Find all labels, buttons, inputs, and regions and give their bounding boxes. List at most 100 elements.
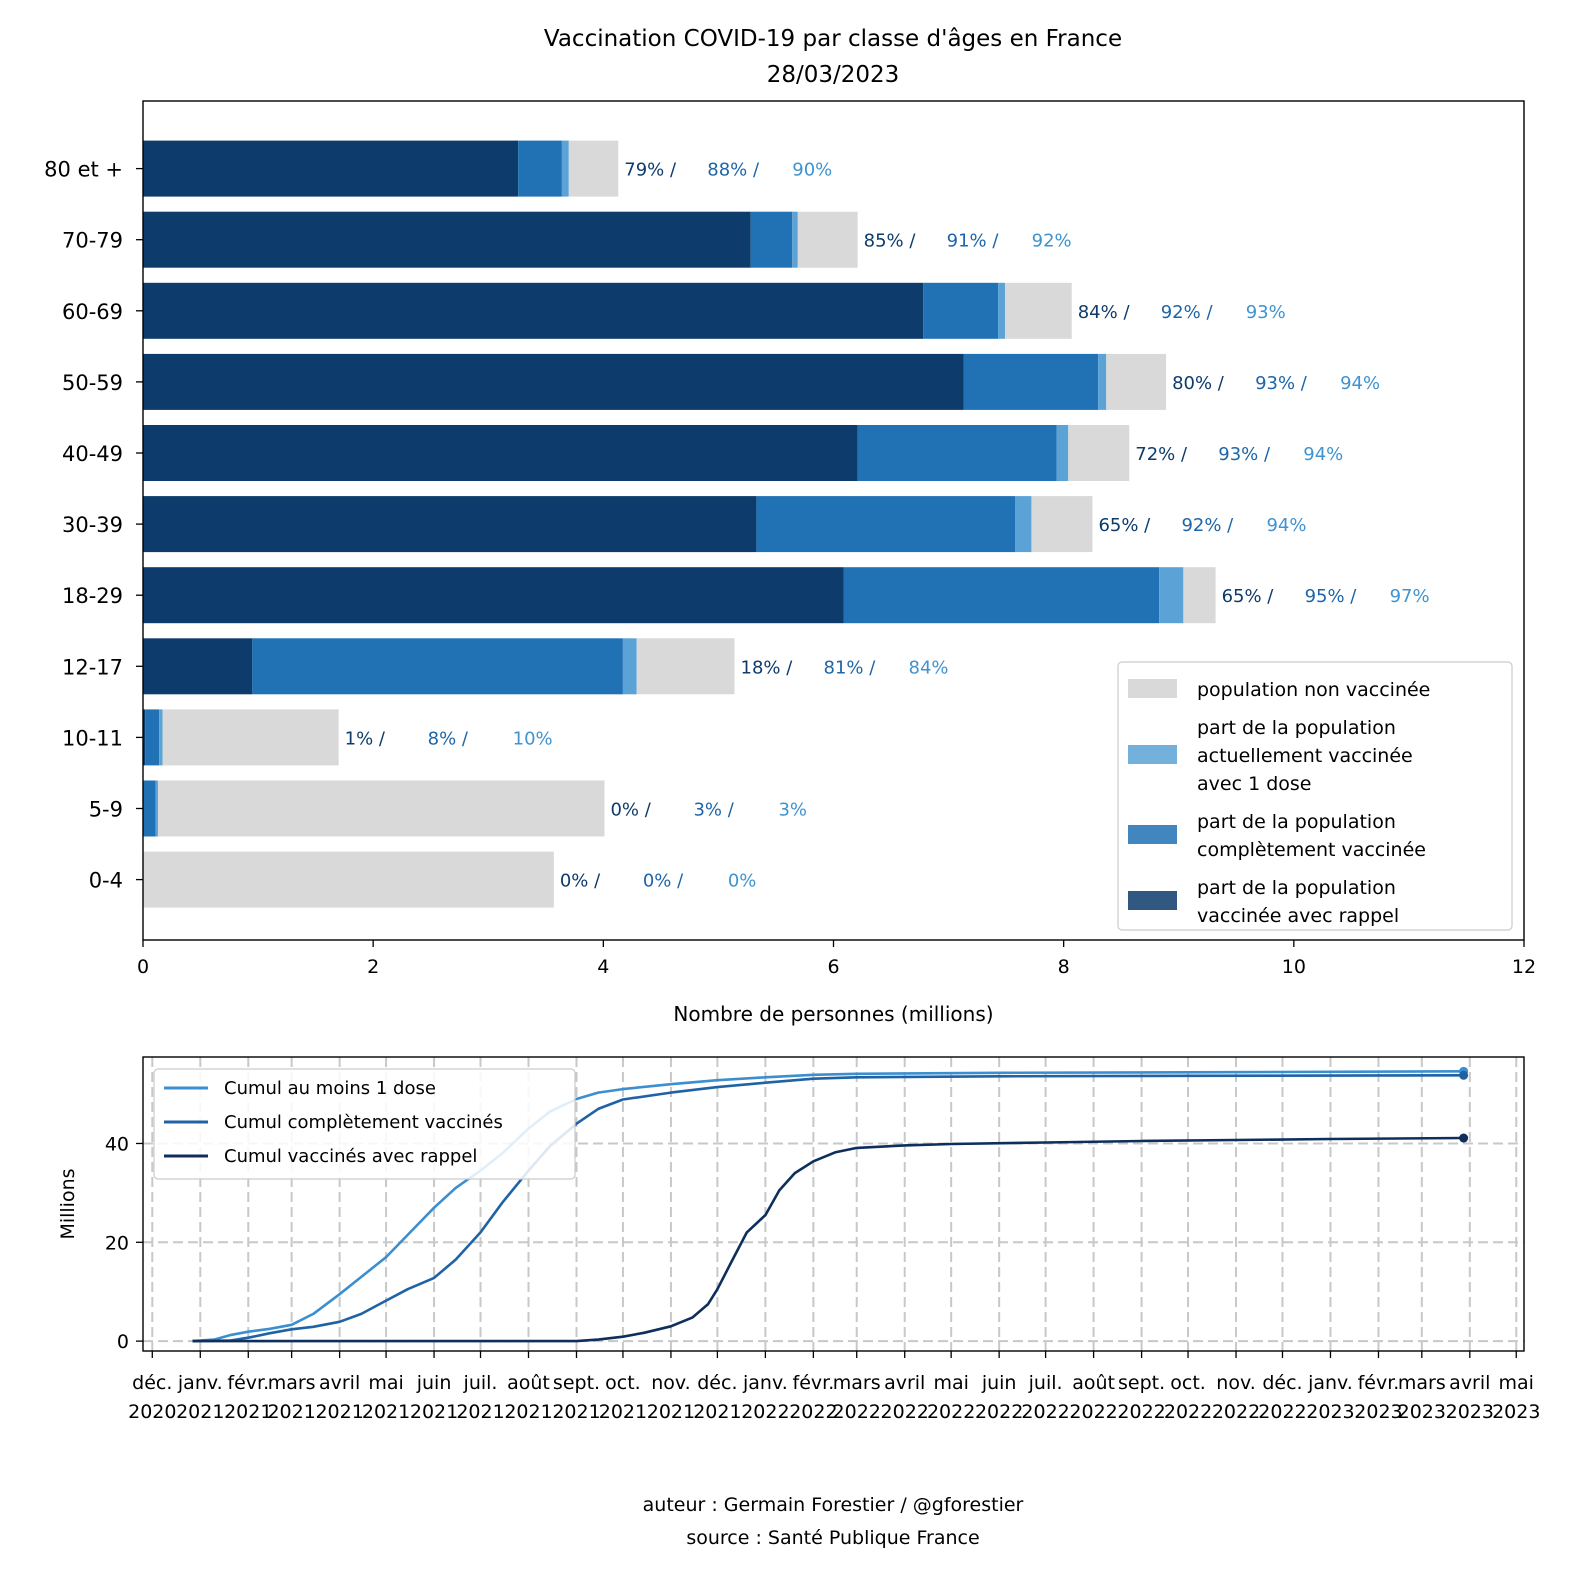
x-tick-label: juil. <box>1028 1372 1063 1394</box>
y-tick-label: 18-29 <box>62 584 123 608</box>
x-tick-label: 2023 <box>1446 1401 1494 1423</box>
bar-segment-unvaccinated <box>1031 496 1093 553</box>
bar-axes-frame <box>142 100 1525 941</box>
series-line-line_booster <box>192 1136 1464 1343</box>
x-tick-label: mai <box>368 1372 403 1394</box>
x-tick-label: 2023 <box>1306 1401 1354 1423</box>
series-end-marker <box>1459 1133 1469 1143</box>
y-tick-label: 0-4 <box>89 869 123 893</box>
data-label: 84% / <box>1078 302 1131 323</box>
line-chart: 02040Millionsdéc.2020janv.2021févr.2021m… <box>57 1056 1540 1423</box>
x-tick-label: déc. <box>697 1372 737 1394</box>
x-tick-label: nov. <box>1216 1372 1255 1394</box>
data-label: 93% / <box>1255 373 1308 394</box>
x-tick-label: févr. <box>227 1372 269 1394</box>
data-label: 65% / <box>1098 515 1151 536</box>
y-tick-label: 5-9 <box>89 798 123 822</box>
footer-source: source : Santé Publique France <box>686 1527 979 1549</box>
y-tick-label: 60-69 <box>62 300 123 324</box>
bar-segment-unvaccinated <box>636 638 735 695</box>
bar-segment-complete <box>145 709 160 766</box>
x-tick-label: 2023 <box>1492 1401 1540 1423</box>
bar-segment-one_dose <box>998 282 1005 339</box>
y-axis-label: Millions <box>57 1168 79 1239</box>
x-tick-label: 2022 <box>1117 1401 1165 1423</box>
data-label: 0% <box>728 871 757 892</box>
data-label: 79% / <box>624 160 677 181</box>
data-label: 8% / <box>428 728 469 749</box>
x-tick-label: avril <box>884 1372 925 1394</box>
x-tick-label: 2022 <box>1212 1401 1260 1423</box>
x-tick-label: 4 <box>597 956 609 978</box>
y-tick-label: 40-49 <box>62 442 123 466</box>
x-tick-label: août <box>507 1372 550 1394</box>
x-tick-label: janv. <box>177 1372 223 1394</box>
x-tick-label: 2022 <box>975 1401 1023 1423</box>
bar-segment-complete <box>923 282 999 339</box>
bar-chart: 0 2 4 6 8 10 12 Nombre de personnes (millions) 8… <box>44 100 1536 1026</box>
bar-segment-one_dose <box>159 709 163 766</box>
x-tick-label: 2021 <box>552 1401 600 1423</box>
x-tick-label: 12 <box>1512 956 1536 978</box>
bar-segment-one_dose <box>561 140 569 197</box>
x-tick-label: 2022 <box>1258 1401 1306 1423</box>
data-label: 88% / <box>707 160 760 181</box>
x-tick-label: 2021 <box>267 1401 315 1423</box>
legend-frame <box>1117 661 1513 931</box>
data-label: 90% <box>792 160 832 181</box>
bar-segment-booster <box>143 425 858 481</box>
x-tick-label: juil. <box>463 1372 498 1394</box>
legend-swatch-unvaccinated <box>1128 679 1177 698</box>
data-label: 94% <box>1340 373 1380 394</box>
x-tick-label: mars <box>268 1372 316 1394</box>
legend-label: vaccinée avec rappel <box>1197 905 1399 927</box>
x-tick-label: déc. <box>1262 1372 1302 1394</box>
legend-label: Cumul complètement vaccinés <box>224 1112 503 1133</box>
bar-segment-complete <box>756 496 1016 553</box>
bar-segment-complete <box>843 567 1160 624</box>
data-label: 84% <box>909 657 949 678</box>
footer-author: auteur : Germain Forestier / @gforestier <box>643 1494 1024 1516</box>
x-tick-label: févr. <box>1358 1372 1400 1394</box>
bar-segment-booster <box>143 282 924 339</box>
y-tick-label: 70-79 <box>62 229 123 253</box>
x-tick-label: 10 <box>1282 956 1306 978</box>
x-tick-label: févr. <box>793 1372 835 1394</box>
data-label: 85% / <box>864 231 917 252</box>
bar-segment-unvaccinated <box>1183 567 1216 624</box>
y-tick-label: 12-17 <box>62 655 123 679</box>
data-label: 93% / <box>1218 444 1271 465</box>
data-label: 92% / <box>1181 515 1234 536</box>
y-tick-label: 80 et + <box>44 158 123 182</box>
x-tick-label: mars <box>1398 1372 1446 1394</box>
bar-segment-one_dose <box>1015 496 1032 553</box>
data-label: 18% / <box>741 657 794 678</box>
bar-segment-booster <box>143 211 751 268</box>
x-tick-label: déc. <box>132 1372 172 1394</box>
chart-date: 28/03/2023 <box>767 62 900 88</box>
data-label: 0% / <box>610 800 651 821</box>
x-tick-label: 2022 <box>1069 1401 1117 1423</box>
data-label: 95% / <box>1305 586 1358 607</box>
series-line-line_complete <box>192 1074 1464 1343</box>
bar-segment-unvaccinated <box>797 211 858 268</box>
x-tick-label: 8 <box>1058 956 1070 978</box>
x-tick-label: nov. <box>651 1372 690 1394</box>
x-tick-label: 2022 <box>1164 1401 1212 1423</box>
data-label: 97% <box>1390 586 1430 607</box>
bar-segment-unvaccinated <box>1106 353 1167 410</box>
x-tick-label: 2022 <box>789 1401 837 1423</box>
bar-segment-unvaccinated <box>1004 282 1072 339</box>
legend-label: Cumul au moins 1 dose <box>224 1078 436 1099</box>
x-tick-label: sept. <box>553 1372 600 1394</box>
bar-segment-complete <box>143 780 156 837</box>
x-tick-label: 2021 <box>315 1401 363 1423</box>
data-label: 94% <box>1303 444 1343 465</box>
x-tick-label: mars <box>833 1372 881 1394</box>
data-label: 94% <box>1266 515 1306 536</box>
series-end-marker <box>1459 1070 1469 1080</box>
x-tick-label: juin <box>981 1372 1017 1394</box>
data-label: 92% / <box>1161 302 1214 323</box>
bar-segment-booster <box>143 567 844 624</box>
data-label: 1% / <box>345 728 386 749</box>
